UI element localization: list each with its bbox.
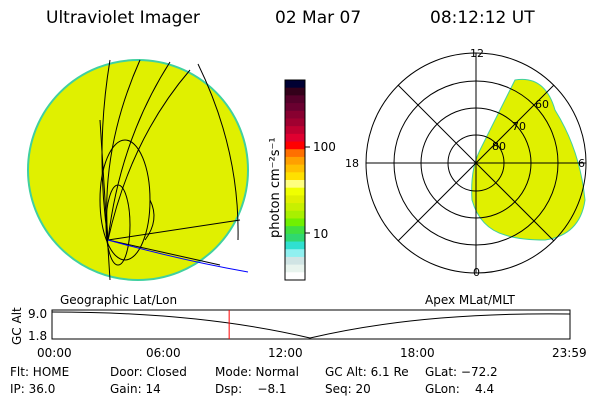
xtick-2: 12:00 <box>268 346 303 360</box>
status-field: GLon: 4.4 <box>425 382 495 396</box>
colorbar-segment <box>285 133 305 143</box>
status-field: Mode: Normal <box>215 365 299 379</box>
colorbar-segment <box>285 149 305 158</box>
status-field: Seq: 20 <box>325 382 371 396</box>
xtick-1: 06:00 <box>146 346 181 360</box>
colorbar-tick-10: 10 <box>313 227 329 241</box>
colorbar-segment <box>285 272 305 281</box>
colorbar-segment <box>285 180 305 189</box>
ytick-1-8: 1.8 <box>28 329 48 343</box>
time-label: 08:12:12 UT <box>430 8 535 28</box>
mlt-6: 6 <box>578 157 585 170</box>
date-label: 02 Mar 07 <box>275 8 362 28</box>
status-field: Door: Closed <box>110 365 187 379</box>
right-map-caption: Apex MLat/MLT <box>425 293 515 307</box>
mlt-18: 18 <box>345 157 359 170</box>
colorbar-segment <box>285 87 305 96</box>
colorbar-segment <box>285 226 305 235</box>
colorbar-segment <box>285 118 305 127</box>
altitude-plot <box>51 309 571 340</box>
status-field: GLat: −72.2 <box>425 365 498 379</box>
colorbar-tick-100: 100 <box>313 140 336 154</box>
xtick-4: 23:59 <box>552 346 587 360</box>
status-field: GC Alt: 6.1 Re <box>325 365 409 379</box>
colorbar-segment <box>285 203 305 212</box>
status-field: Flt: HOME <box>10 365 70 379</box>
ytick-9: 9.0 <box>28 307 48 321</box>
colorbar-segment <box>285 164 305 173</box>
status-field: IP: 36.0 <box>10 382 56 396</box>
lat-70: 70 <box>512 120 526 133</box>
left-map-caption: Geographic Lat/Lon <box>60 293 178 307</box>
left-globe-map <box>27 59 249 281</box>
colorbar-segment <box>285 264 305 273</box>
colorbar-segment <box>285 126 305 135</box>
colorbar-segment <box>285 141 305 150</box>
xtick-3: 18:00 <box>400 346 435 360</box>
colorbar-segment <box>285 172 305 181</box>
lat-80: 80 <box>492 140 506 153</box>
colorbar-segment <box>285 80 305 89</box>
colorbar-segment <box>285 218 305 227</box>
colorbar-segment <box>285 195 305 204</box>
colorbar-segment <box>285 241 305 250</box>
colorbar-segment <box>285 256 305 266</box>
altitude-ylabel: GC Alt <box>10 307 24 345</box>
colorbar-segment <box>285 187 305 196</box>
status-field: Gain: 14 <box>110 382 161 396</box>
instrument-title: Ultraviolet Imager <box>46 8 200 28</box>
colorbar-segment <box>285 103 305 112</box>
colorbar-segment <box>285 233 305 243</box>
colorbar-segment <box>285 95 305 104</box>
mlt-0: 0 <box>473 266 480 279</box>
colorbar-segment <box>285 156 305 166</box>
colorbar-segment <box>285 249 305 258</box>
xtick-0: 00:00 <box>37 346 72 360</box>
colorbar <box>284 79 306 281</box>
right-polar-map <box>365 52 587 274</box>
colorbar-label: photon cm⁻²s⁻¹ <box>268 137 283 238</box>
mlt-12: 12 <box>470 47 484 60</box>
status-field: Dsp: −8.1 <box>215 382 287 396</box>
colorbar-segment <box>285 110 305 119</box>
colorbar-segment <box>285 210 305 219</box>
lat-60: 60 <box>535 98 549 111</box>
